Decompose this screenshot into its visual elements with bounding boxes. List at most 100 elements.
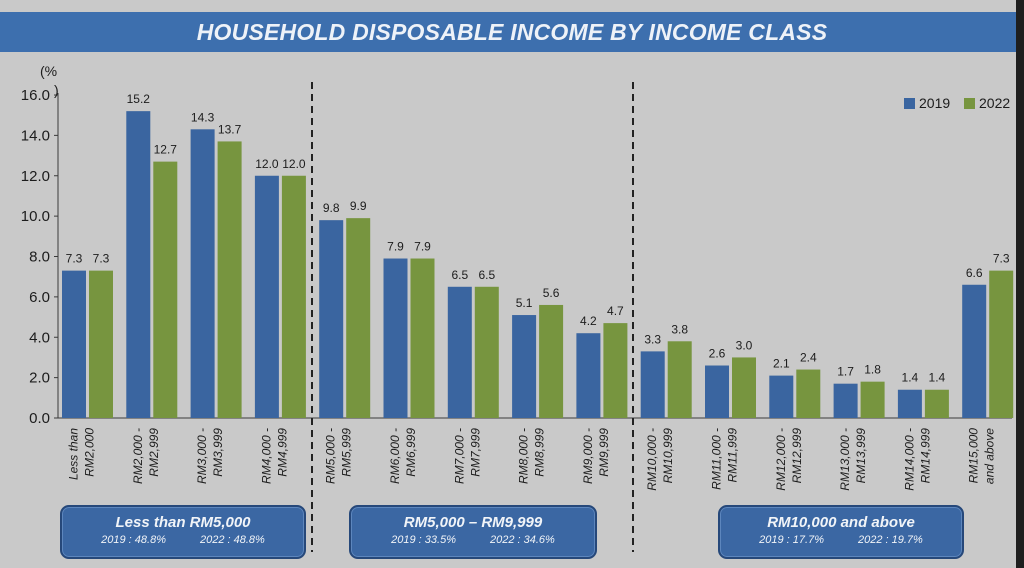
data-label-2022: 5.6 (543, 286, 560, 300)
group-share-2022-low: 2022 : 48.8% (200, 534, 265, 546)
category-label: RM10,999 (661, 428, 675, 484)
chart-title: HOUSEHOLD DISPOSABLE INCOME BY INCOME CL… (196, 19, 828, 45)
bar-2019 (512, 315, 537, 418)
category-label: RM2,999 (147, 428, 161, 477)
category-label: RM9,000 - (581, 428, 595, 484)
y-tick-label: 10.0 (21, 208, 50, 225)
group-box-mid: RM5,000 – RM9,999 2019 : 33.5% 2022 : 34… (349, 505, 597, 559)
category-label: RM6,999 (404, 428, 418, 477)
bar-2019 (962, 284, 987, 418)
data-label-2022: 2.4 (800, 351, 817, 365)
data-label-2022: 13.7 (218, 122, 242, 136)
bar-2019 (126, 111, 151, 419)
bar-2019 (769, 375, 794, 418)
bar-2022 (667, 341, 692, 418)
bar-2019 (319, 220, 344, 418)
bar-2019 (576, 333, 601, 418)
bar-2022 (732, 357, 756, 418)
y-tick-label: 2.0 (29, 370, 50, 387)
title-bar (0, 12, 1024, 52)
bar-2019 (833, 383, 858, 418)
group-share-2019-high: 2019 : 17.7% (759, 534, 824, 546)
data-label-2019: 7.9 (387, 240, 404, 254)
bar-2022 (924, 389, 949, 418)
y-axis-label-close: ) (54, 82, 59, 98)
group-share-2022-mid: 2022 : 34.6% (490, 534, 555, 546)
bar-2022 (539, 304, 564, 418)
category-label: RM9,999 (597, 428, 611, 477)
group-share-2022-high: 2022 : 19.7% (858, 534, 923, 546)
data-label-2019: 14.3 (191, 110, 215, 124)
category-label: RM4,000 - (259, 428, 273, 484)
group-label-mid: RM5,000 – RM9,999 (403, 514, 543, 531)
data-label-2019: 6.5 (451, 268, 468, 282)
y-tick-label: 8.0 (29, 249, 50, 266)
data-label-2019: 3.3 (644, 332, 661, 346)
y-axis-label: (% (40, 63, 57, 79)
group-label-high: RM10,000 and above (767, 514, 915, 531)
category-label: RM5,000 - (324, 428, 338, 484)
group-label-low: Less than RM5,000 (115, 514, 251, 531)
group-share-2019-mid: 2019 : 33.5% (391, 534, 456, 546)
legend-swatch-2019 (904, 98, 915, 109)
bar-2022 (474, 286, 499, 418)
bar-2019 (190, 129, 215, 418)
bar-2022 (860, 381, 885, 418)
data-label-2019: 5.1 (516, 296, 533, 310)
data-label-2022: 1.8 (864, 363, 881, 377)
data-label-2022: 3.0 (736, 338, 753, 352)
category-label: RM7,999 (468, 428, 482, 477)
bar-2022 (989, 270, 1014, 418)
data-label-2022: 4.7 (607, 304, 624, 318)
bar-2019 (640, 351, 665, 418)
category-label: RM6,000 - (388, 428, 402, 484)
bar-2019 (383, 258, 408, 418)
data-label-2019: 15.2 (127, 92, 151, 106)
category-label: RM8,999 (533, 428, 547, 477)
legend-label-2022: 2022 (979, 95, 1010, 111)
legend-swatch-2022 (964, 98, 975, 109)
legend-label-2019: 2019 (919, 95, 950, 111)
data-label-2022: 7.3 (993, 252, 1010, 266)
bar-2019 (62, 270, 86, 418)
category-label: RM4,999 (275, 428, 289, 477)
data-label-2019: 2.1 (773, 357, 790, 371)
data-label-2022: 12.0 (282, 157, 306, 171)
data-label-2022: 12.7 (154, 143, 178, 157)
category-label: RM15,000 (967, 428, 981, 484)
category-label: RM13,000 - (838, 428, 852, 491)
bar-2019 (254, 175, 279, 418)
category-label: RM11,000 - (710, 428, 724, 490)
category-label: RM2,000 (83, 428, 97, 477)
y-tick-label: 16.0 (21, 87, 50, 104)
bar-2022 (796, 369, 821, 418)
category-label: RM14,999 (918, 428, 932, 484)
data-label-2019: 6.6 (966, 266, 983, 280)
data-label-2019: 12.0 (255, 157, 279, 171)
data-label-2022: 7.3 (93, 252, 110, 266)
right-edge-strip (1016, 0, 1024, 568)
category-label: RM2,000 - (131, 428, 145, 484)
category-label: RM12,999 (790, 428, 804, 484)
group-share-2019-low: 2019 : 48.8% (101, 534, 166, 546)
category-label: RM14,000 - (902, 428, 916, 491)
y-tick-label: 12.0 (21, 168, 50, 185)
bar-2022 (281, 175, 306, 418)
category-label: RM10,000 - (645, 428, 659, 491)
category-label: Less than (67, 428, 81, 480)
category-label: RM3,000 - (195, 428, 209, 484)
y-tick-label: 14.0 (21, 127, 50, 144)
data-label-2019: 1.7 (837, 365, 854, 379)
category-label: RM11,999 (726, 428, 740, 483)
category-label: and above (983, 428, 997, 484)
y-tick-label: 4.0 (29, 329, 50, 346)
category-label: RM5,999 (340, 428, 354, 477)
category-label: RM7,000 - (452, 428, 466, 484)
y-tick-label: 0.0 (29, 410, 50, 427)
category-label: RM8,000 - (517, 428, 531, 484)
data-label-2022: 9.9 (350, 199, 367, 213)
data-label-2022: 7.9 (414, 240, 431, 254)
data-label-2022: 3.8 (671, 322, 688, 336)
